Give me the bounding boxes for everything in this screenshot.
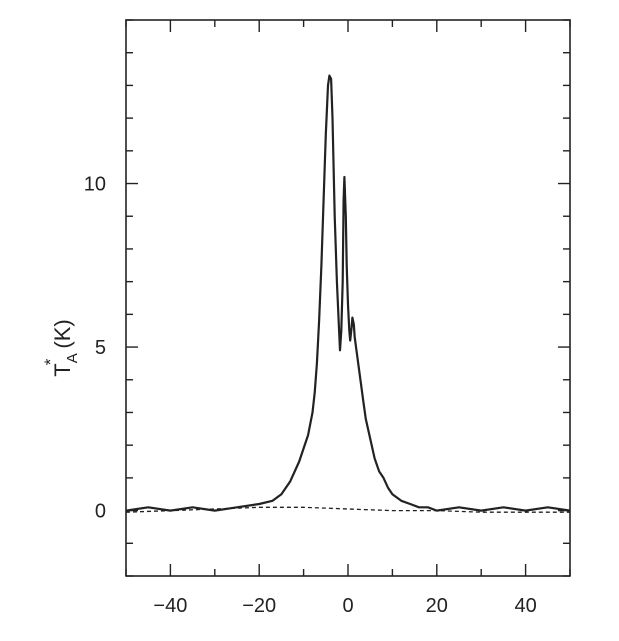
y-axis-label: TA * (K) <box>41 319 81 376</box>
labels-layer: −40 −20 0 20 40 0 5 10 <box>84 174 537 617</box>
y-axis-label-unit: (K) <box>50 319 75 348</box>
series-layer <box>125 74 571 513</box>
x-tick-label: −20 <box>242 595 276 617</box>
x-tick-label: 0 <box>342 595 353 617</box>
y-axis-label-superscript: * <box>41 358 60 365</box>
y-axis-label-symbol: T <box>50 363 75 376</box>
y-tick-label: 10 <box>84 174 106 196</box>
y-tick-label: 5 <box>95 337 106 359</box>
spectrum-series <box>125 74 571 512</box>
x-tick-label: −40 <box>153 595 187 617</box>
x-tick-label: 40 <box>514 595 536 617</box>
y-axis-label-subscript: A <box>64 353 81 363</box>
y-tick-label: 0 <box>95 501 106 523</box>
x-tick-label: 20 <box>426 595 448 617</box>
